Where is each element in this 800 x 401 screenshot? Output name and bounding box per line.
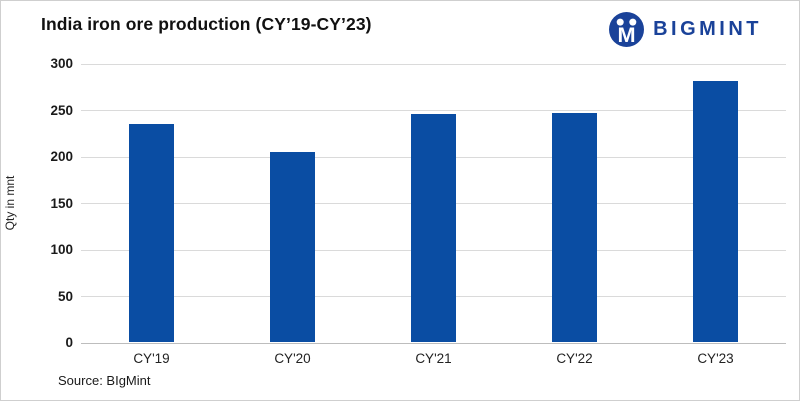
- source-note: Source: BIgMint: [58, 373, 151, 388]
- bar-cy22: [552, 113, 597, 342]
- bigmint-logo-text: BIGMINT: [653, 18, 762, 40]
- y-axis-title: Qty in mnt: [3, 175, 17, 231]
- gridline-0: [81, 342, 786, 344]
- y-tick-label: 200: [50, 149, 73, 164]
- bigmint-logo: M BIGMINT: [609, 12, 762, 47]
- x-tick-label: CY'21: [415, 351, 452, 366]
- bar-cy23: [693, 80, 738, 342]
- x-tick-label: CY'22: [556, 351, 593, 366]
- plot-area: [81, 63, 786, 344]
- svg-text:M: M: [618, 22, 636, 47]
- bar-cy20: [270, 152, 315, 342]
- x-tick-label: CY'19: [133, 351, 170, 366]
- bar-cy21: [411, 114, 456, 342]
- chart-title: India iron ore production (CY’19-CY’23): [41, 14, 372, 34]
- y-tick-label: 0: [65, 335, 73, 350]
- gridline-300: [81, 63, 786, 65]
- bigmint-monogram-icon: M: [609, 12, 645, 47]
- bar-cy19: [129, 124, 174, 342]
- gridline-250: [81, 110, 786, 111]
- x-tick-label: CY'20: [274, 351, 311, 366]
- y-tick-label: 50: [57, 288, 73, 304]
- x-tick-label: CY'23: [697, 351, 734, 366]
- y-tick-label: 250: [50, 102, 73, 118]
- y-axis-tick-labels: 0 50 100 150 200 250 300: [31, 56, 73, 350]
- x-axis-tick-labels: CY'19 CY'20 CY'21 CY'22 CY'23: [81, 351, 786, 371]
- y-tick-label: 100: [50, 242, 73, 257]
- y-tick-label: 150: [50, 195, 73, 211]
- y-tick-label: 300: [50, 56, 73, 71]
